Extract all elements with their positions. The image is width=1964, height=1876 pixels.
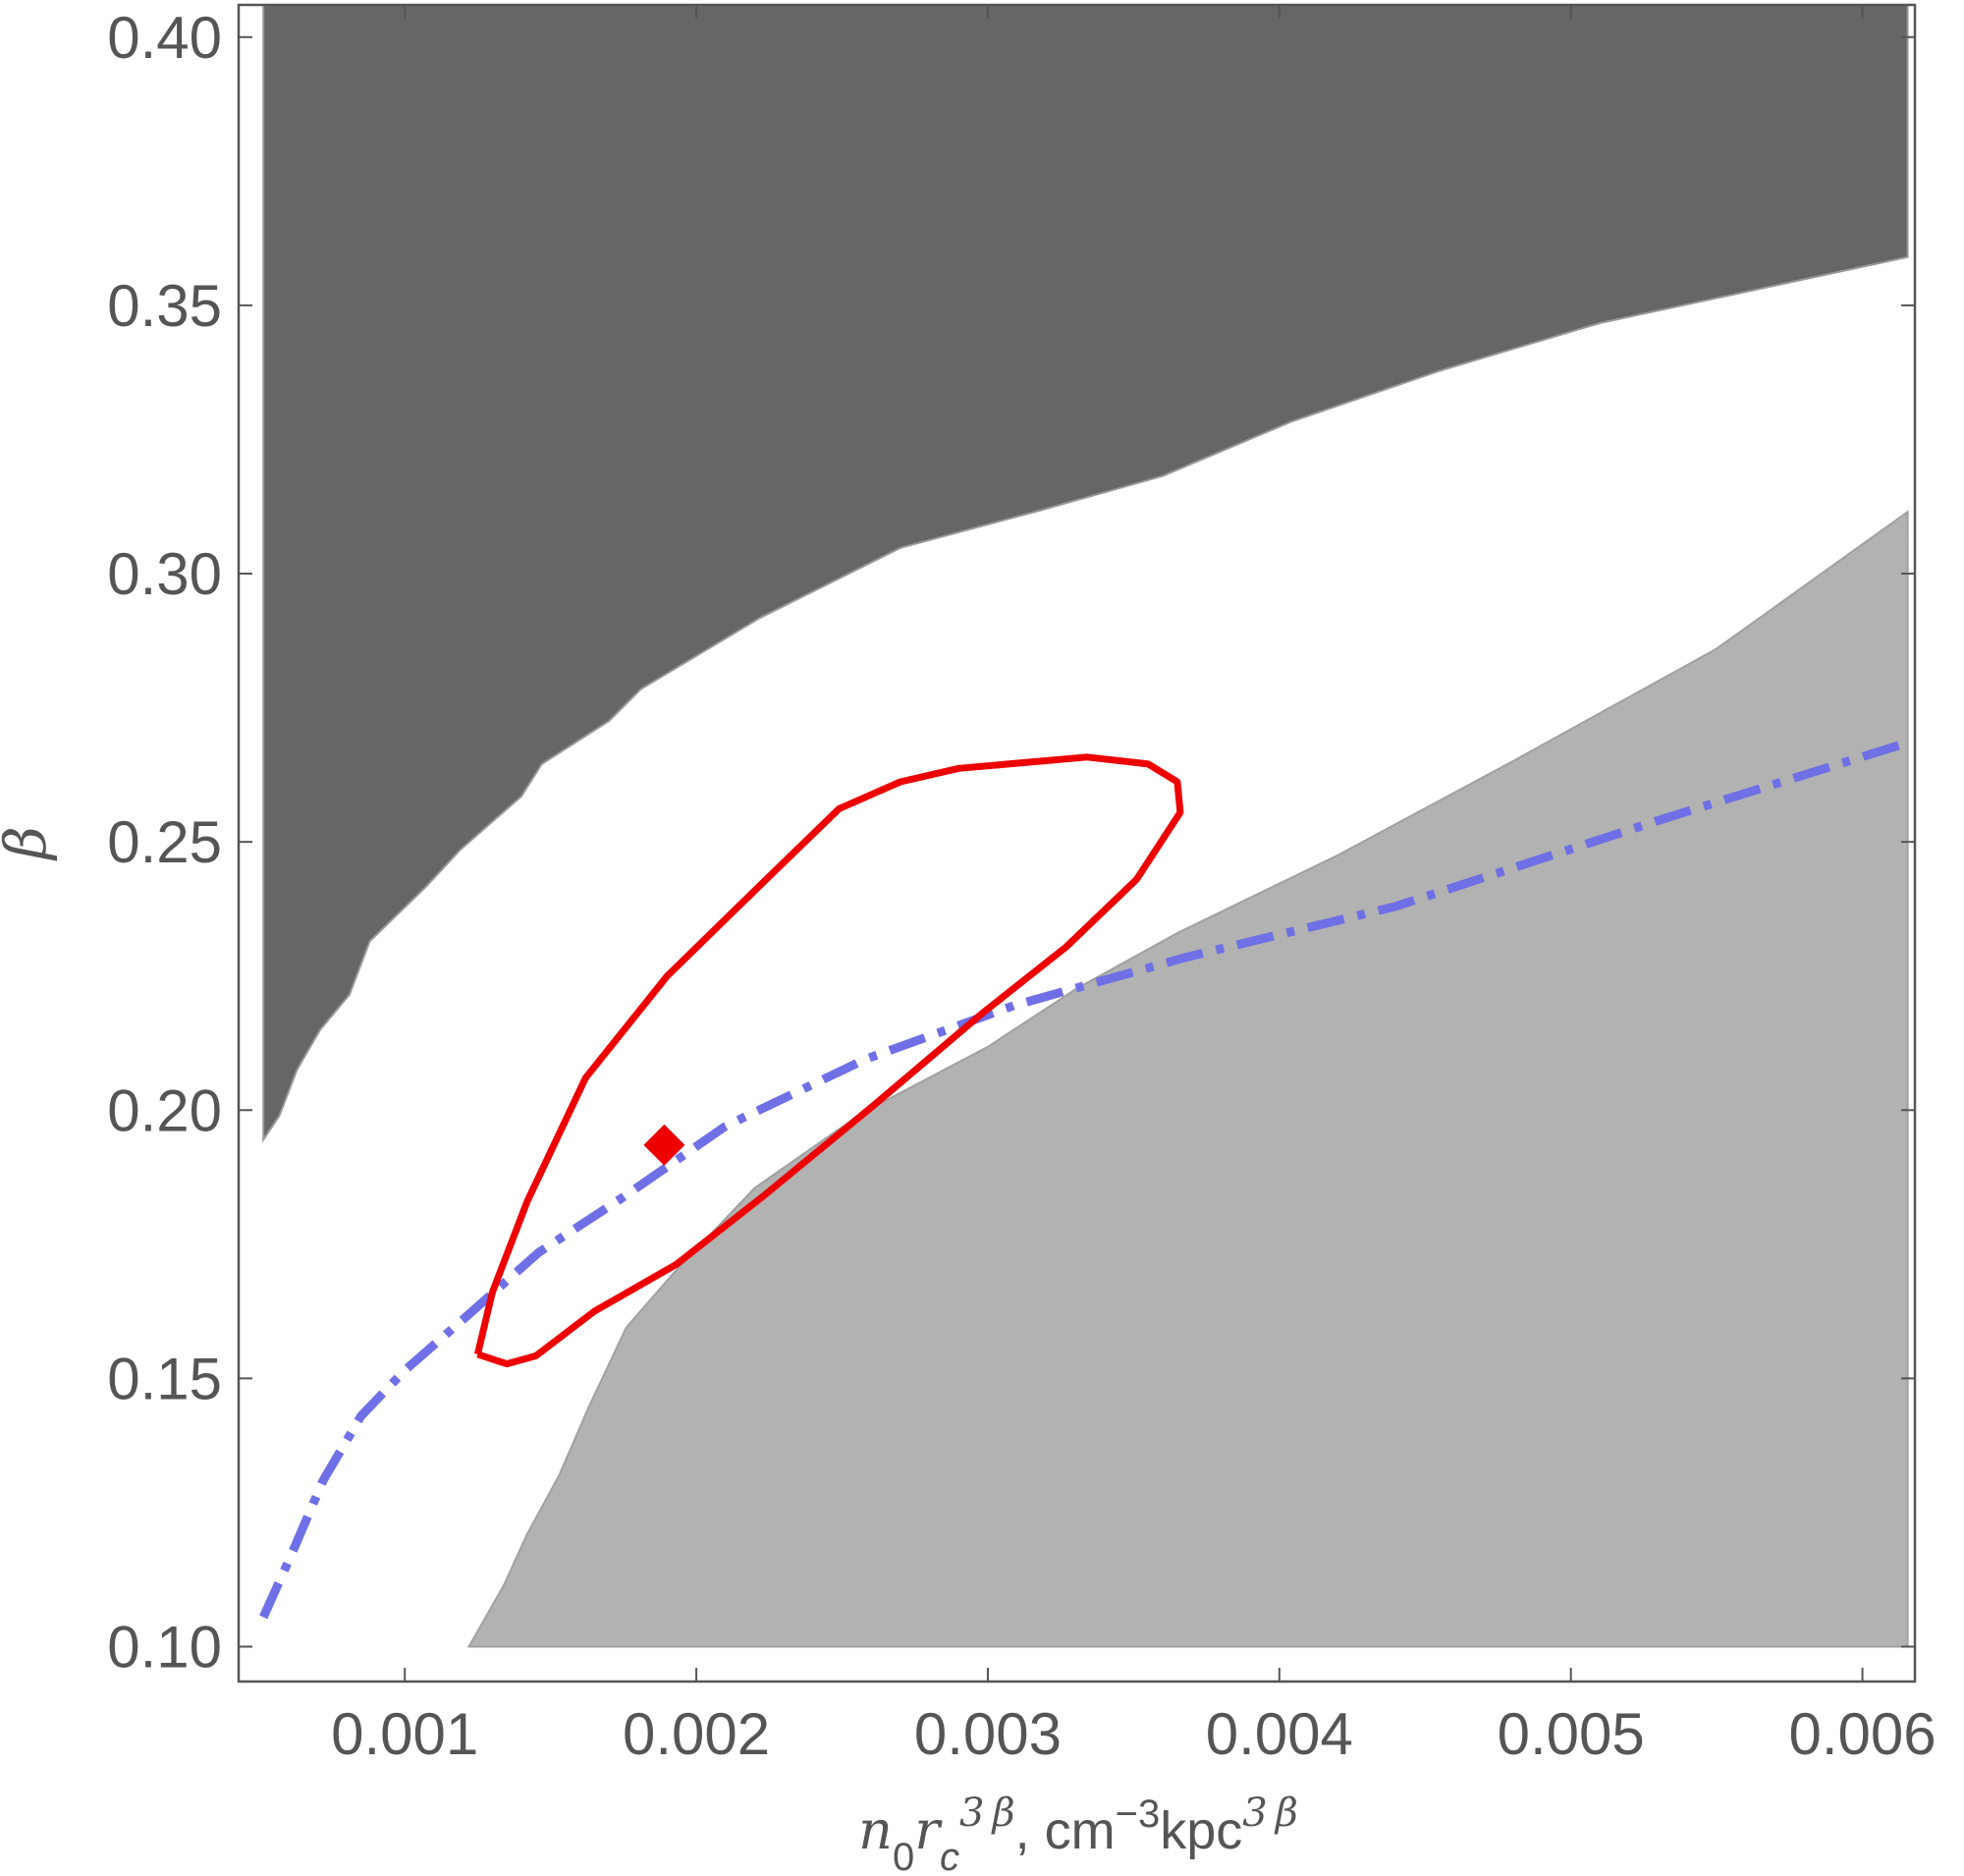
- x-axis-title-n: n: [858, 1799, 893, 1861]
- x-axis-title-unit: , cm: [1015, 1801, 1116, 1860]
- y-axis-title: β: [0, 826, 59, 861]
- x-tick-label: 0.005: [1498, 1701, 1645, 1767]
- best-fit-point: [643, 1124, 685, 1166]
- plot-area: [259, 5, 1909, 1648]
- x-axis-title: n0rc3 β, cm−3kpc3 β: [858, 1791, 1298, 1876]
- x-tick-label: 0.004: [1206, 1701, 1353, 1767]
- x-tick-label: 0.006: [1788, 1701, 1936, 1767]
- confidence-contour: [473, 753, 1184, 1368]
- x-tick-label: 0.003: [914, 1701, 1062, 1767]
- dashdot-curve: [259, 738, 1909, 1620]
- upper-excluded-region: [262, 5, 1909, 1143]
- y-tick-label: 0.40: [107, 5, 222, 71]
- x-axis-ticks: 0.001 0.002 0.003 0.004 0.005 0.006: [331, 5, 1937, 1767]
- y-tick-label: 0.10: [107, 1614, 222, 1680]
- plot-frame: [237, 3, 1917, 1683]
- x-axis-title-r: r: [914, 1799, 943, 1861]
- x-tick-label: 0.002: [623, 1701, 770, 1767]
- x-tick-label: 0.001: [331, 1701, 478, 1767]
- x-axis-title-kpc: kpc: [1160, 1801, 1242, 1860]
- x-axis-title-kpc-sup: 3 β: [1242, 1791, 1298, 1836]
- x-axis-title-r-sup: 3 β: [959, 1791, 1015, 1836]
- lower-excluded-region: [466, 510, 1909, 1648]
- x-axis-title-r-sub: c: [940, 1836, 959, 1876]
- y-tick-label: 0.20: [107, 1077, 222, 1143]
- x-axis-title-n-sub: 0: [893, 1836, 914, 1876]
- y-tick-label: 0.15: [107, 1346, 222, 1411]
- y-tick-label: 0.35: [107, 273, 222, 339]
- y-axis-ticks: 0.10 0.15 0.20 0.25 0.30 0.35 0.40: [107, 5, 1915, 1680]
- y-tick-label: 0.25: [107, 809, 222, 875]
- y-tick-label: 0.30: [107, 541, 222, 607]
- x-axis-title-cm-sup: −3: [1116, 1793, 1161, 1836]
